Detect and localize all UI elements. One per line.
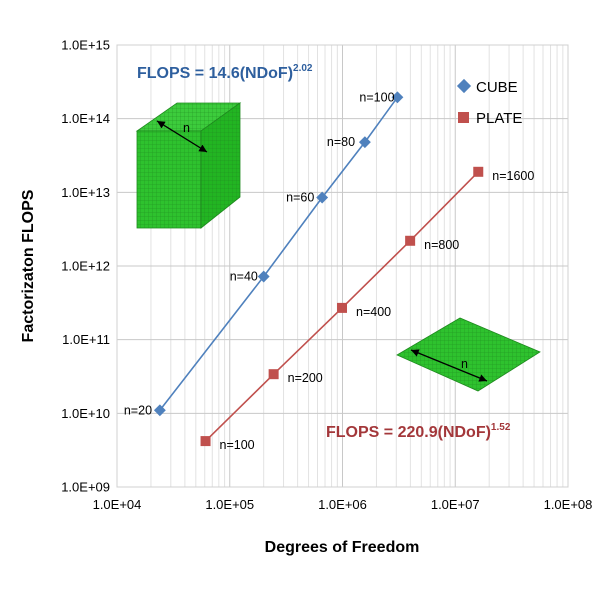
x-tick-label: 1.0E+08 xyxy=(544,497,593,512)
legend-cube-marker xyxy=(456,78,472,94)
plate-equation-exponent: 1.52 xyxy=(491,422,511,433)
plate-point xyxy=(473,166,484,177)
plate-dimension-label: n xyxy=(461,357,468,371)
cube-point-label: n=100 xyxy=(359,90,394,104)
x-tick-label: 1.0E+04 xyxy=(93,497,142,512)
cube-front-mesh xyxy=(137,131,201,228)
cube-equation: FLOPS = 14.6(NDoF)2.02 xyxy=(137,63,313,82)
cube-point-label: n=60 xyxy=(286,191,314,205)
legend: CUBE PLATE xyxy=(456,78,522,127)
plate-equation-base: FLOPS = 220.9(NDoF) xyxy=(326,424,491,441)
cube-dimension-arrow xyxy=(156,120,208,153)
cube-point-label: n=40 xyxy=(230,270,258,284)
plate-point-label: n=1600 xyxy=(492,169,534,183)
y-axis-title: Factorizaton FLOPS xyxy=(20,189,37,342)
plate-point xyxy=(268,369,279,380)
cube-dimension-label: n xyxy=(183,121,190,135)
plate-dimension-arrow xyxy=(410,349,488,382)
plate-point-label: n=200 xyxy=(288,371,323,385)
plot-frame xyxy=(116,44,569,488)
y-tick-label: 1.0E+11 xyxy=(62,332,110,347)
cube-equation-exponent: 2.02 xyxy=(293,63,313,74)
series: n=20 n=40 n=60 n=80 n=100 n=100 n=200 n=400 n=80… xyxy=(124,90,535,452)
cube-point-label: n=80 xyxy=(327,135,355,149)
cube-equation-base: FLOPS = 14.6(NDoF) xyxy=(137,65,293,82)
y-tick-label: 1.0E+10 xyxy=(61,406,110,421)
plate-point-label: n=400 xyxy=(356,305,391,319)
y-tick-label: 1.0E+09 xyxy=(61,480,110,495)
plate-point-label: n=100 xyxy=(220,438,255,452)
plate-point xyxy=(405,235,416,246)
cube-point-label: n=20 xyxy=(124,403,152,417)
plate-point xyxy=(337,302,348,313)
y-tick-label: 1.0E+15 xyxy=(61,38,110,53)
x-axis-title: Degrees of Freedom xyxy=(265,539,420,556)
x-tick-label: 1.0E+05 xyxy=(205,497,254,512)
legend-plate-label: PLATE xyxy=(476,110,522,127)
plate-mesh-inset: n xyxy=(396,317,541,392)
cube-point xyxy=(257,270,270,283)
plate-point xyxy=(200,436,211,447)
legend-plate-marker xyxy=(458,112,469,123)
y-tick-label: 1.0E+12 xyxy=(61,259,110,274)
cube-mesh-inset: n xyxy=(135,102,242,229)
legend-cube-label: CUBE xyxy=(476,79,518,96)
tick-labels: 1.0E+04 1.0E+05 1.0E+06 1.0E+07 1.0E+08 1.0E+… xyxy=(61,38,592,513)
plate-point-label: n=800 xyxy=(424,238,459,252)
x-tick-label: 1.0E+06 xyxy=(318,497,367,512)
plate-equation: FLOPS = 220.9(NDoF)1.52 xyxy=(326,422,511,441)
y-tick-label: 1.0E+14 xyxy=(61,111,110,126)
y-tick-label: 1.0E+13 xyxy=(61,185,110,200)
cube-side-mesh xyxy=(201,103,240,228)
x-tick-label: 1.0E+07 xyxy=(431,497,480,512)
